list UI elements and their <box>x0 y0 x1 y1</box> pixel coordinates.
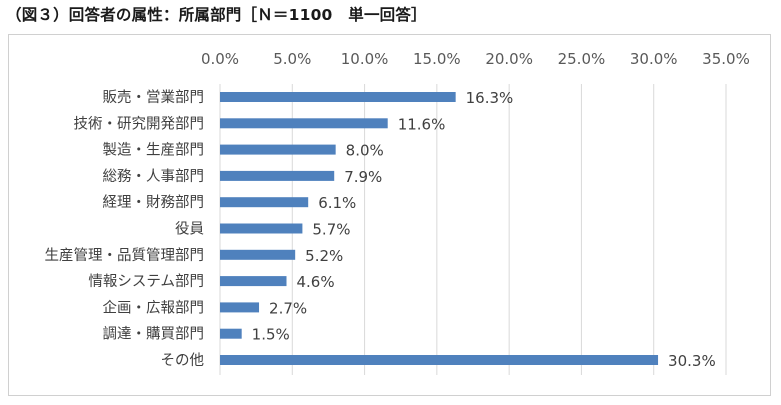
category-label: 役員 <box>175 221 204 238</box>
x-tick-label: 0.0% <box>201 50 239 68</box>
category-label: 調達・購買部門 <box>103 326 205 343</box>
bar <box>220 170 335 181</box>
bar <box>220 302 260 313</box>
category-label: 総務・人事部門 <box>103 168 205 185</box>
bar <box>220 249 296 260</box>
bar <box>220 144 336 155</box>
data-label: 8.0% <box>346 142 384 160</box>
category-label: 企画・広報部門 <box>103 298 205 316</box>
x-tick-label: 25.0% <box>558 50 606 68</box>
data-label: 5.7% <box>312 221 350 239</box>
x-tick-label: 20.0% <box>485 50 533 68</box>
category-label: 販売・営業部門 <box>103 89 205 106</box>
category-label: その他 <box>161 352 205 369</box>
data-label: 2.7% <box>269 299 307 317</box>
data-label: 1.5% <box>252 326 290 344</box>
bar <box>220 276 287 287</box>
category-label: 情報システム部門 <box>88 273 204 290</box>
category-label: 製造・生産部門 <box>103 142 205 159</box>
data-label: 6.1% <box>318 194 356 212</box>
data-label: 5.2% <box>305 247 343 265</box>
data-label: 30.3% <box>668 352 716 370</box>
data-label: 4.6% <box>297 273 335 291</box>
x-tick-label: 10.0% <box>341 50 389 68</box>
bar <box>220 92 456 102</box>
bar <box>220 118 388 129</box>
bar <box>220 355 659 365</box>
x-tick-label: 30.0% <box>630 50 678 68</box>
data-label: 16.3% <box>466 89 514 107</box>
category-label: 生産管理・品質管理部門 <box>45 246 205 264</box>
x-tick-label: 5.0% <box>273 50 311 68</box>
bar <box>220 328 242 339</box>
bar <box>220 223 303 234</box>
category-label: 経理・財務部門 <box>103 194 205 211</box>
data-label: 7.9% <box>344 168 382 186</box>
x-tick-label: 15.0% <box>413 50 461 68</box>
chart-title: （図３）回答者の属性：所属部門［Ｎ＝1100 単一回答］ <box>6 6 427 24</box>
x-tick-label: 35.0% <box>702 50 750 68</box>
data-label: 11.6% <box>398 115 446 133</box>
chart-frame <box>8 34 771 396</box>
category-label: 技術・研究開発部門 <box>74 115 205 132</box>
bar <box>220 197 309 208</box>
